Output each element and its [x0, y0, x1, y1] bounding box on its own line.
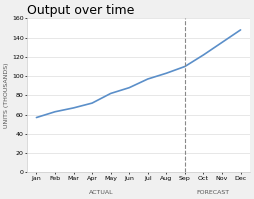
- Y-axis label: UNITS (THOUSANDS): UNITS (THOUSANDS): [4, 63, 9, 128]
- Text: FORECAST: FORECAST: [196, 190, 229, 195]
- Text: ACTUAL: ACTUAL: [89, 190, 114, 195]
- Text: Output over time: Output over time: [27, 4, 135, 17]
